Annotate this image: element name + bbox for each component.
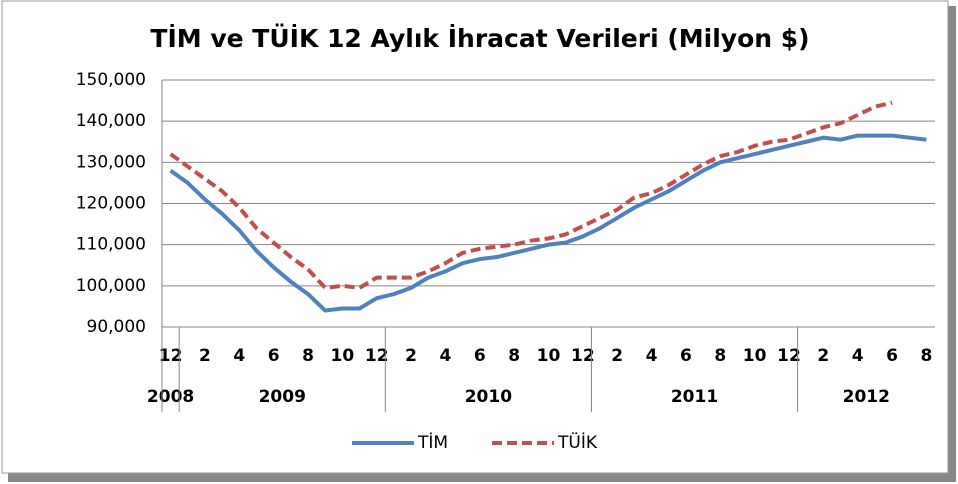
y-tick-label: 120,000 [76, 194, 146, 214]
legend-label: TÜİK [557, 431, 598, 453]
year-label: 2010 [465, 387, 512, 407]
x-tick-label: 6 [268, 346, 280, 366]
x-tick-label: 6 [474, 346, 486, 366]
series-line [169, 100, 893, 290]
y-tick-label: 140,000 [76, 111, 146, 131]
chart-title: TİM ve TÜİK 12 Aylık İhracat Verileri (M… [150, 23, 809, 53]
y-tick-label: 90,000 [87, 317, 146, 337]
y-tick-label: 100,000 [76, 276, 146, 296]
year-label: 2009 [259, 387, 306, 407]
x-tick-label: 6 [886, 346, 898, 366]
x-tick-label: 10 [743, 346, 767, 366]
x-tick-label: 12 [571, 346, 595, 366]
y-tick-label: 110,000 [76, 235, 146, 255]
x-tick-label: 12 [365, 346, 389, 366]
year-label: 2012 [843, 387, 890, 407]
legend-label: TİM [417, 432, 448, 453]
x-tick-label: 4 [440, 346, 452, 366]
x-tick-label: 12 [159, 346, 183, 366]
x-tick-label: 4 [233, 346, 245, 366]
year-label: 2008 [147, 387, 194, 407]
year-label: 2011 [671, 387, 718, 407]
x-tick-label: 2 [611, 346, 623, 366]
x-tick-label: 2 [405, 346, 417, 366]
x-tick-label: 8 [714, 346, 726, 366]
x-tick-label: 2 [199, 346, 211, 366]
x-tick-label: 8 [302, 346, 314, 366]
x-tick-label: 10 [331, 346, 355, 366]
x-tick-label: 8 [508, 346, 520, 366]
x-tick-label: 12 [777, 346, 801, 366]
y-tick-label: 130,000 [76, 152, 146, 172]
series-line [169, 133, 927, 313]
x-tick-label: 2 [817, 346, 829, 366]
x-tick-label: 8 [920, 346, 932, 366]
y-tick-label: 150,000 [76, 70, 146, 90]
x-tick-label: 6 [680, 346, 692, 366]
x-tick-label: 10 [537, 346, 561, 366]
x-tick-label: 4 [852, 346, 864, 366]
x-tick-label: 4 [646, 346, 658, 366]
